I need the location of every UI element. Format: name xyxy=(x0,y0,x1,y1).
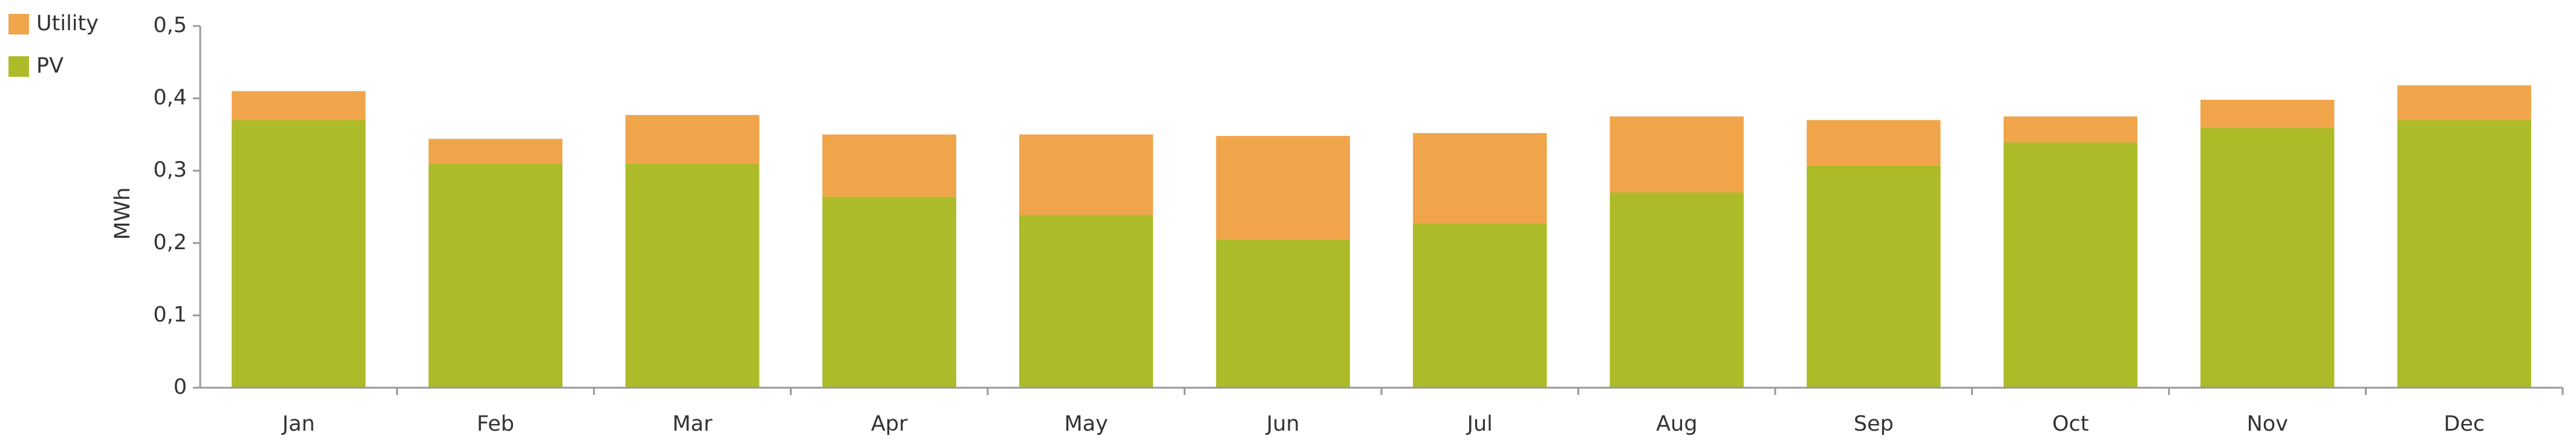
x-tick-label: Apr xyxy=(871,412,908,436)
bar-segment xyxy=(2397,85,2531,120)
bar-segment xyxy=(1807,165,1941,388)
x-tick-label: Aug xyxy=(1656,412,1697,436)
bar-segment xyxy=(2200,99,2335,128)
x-tick-label: Mar xyxy=(673,412,713,436)
legend-swatch xyxy=(8,56,29,77)
x-tick-label: Nov xyxy=(2247,412,2288,436)
bar-segment xyxy=(1609,116,1744,193)
bar-segment xyxy=(428,139,562,164)
bar-segment xyxy=(1019,215,1153,388)
bar-segment xyxy=(1216,135,1350,240)
bar-segment xyxy=(625,163,760,388)
bar-segment xyxy=(232,91,366,120)
bar-segment xyxy=(1609,192,1744,388)
x-tick-label: Jan xyxy=(281,412,315,436)
bar-segment xyxy=(2003,142,2137,388)
y-tick-label: 0 xyxy=(174,375,187,399)
x-tick-label: Feb xyxy=(477,412,514,436)
y-tick-label: 0,5 xyxy=(153,13,187,38)
y-tick-label: 0,2 xyxy=(153,230,187,255)
bar-segment xyxy=(2003,116,2137,143)
y-axis-title: MWh xyxy=(111,188,135,240)
bar-segment xyxy=(1413,223,1547,388)
x-tick-label: Sep xyxy=(1854,412,1894,436)
legend-swatch xyxy=(8,14,29,34)
bar-segment xyxy=(625,115,760,164)
bar-segment xyxy=(822,134,956,197)
x-tick-label: May xyxy=(1065,412,1108,436)
bar-segment xyxy=(428,163,562,388)
bar-segment xyxy=(232,120,366,388)
x-tick-label: Jul xyxy=(1466,412,1493,436)
bar-segment xyxy=(1019,134,1153,215)
y-tick-label: 0,1 xyxy=(153,302,187,327)
x-tick-label: Dec xyxy=(2444,412,2485,436)
x-tick-label: Jun xyxy=(1265,412,1300,436)
y-tick-label: 0,3 xyxy=(153,158,187,182)
bar-segment xyxy=(1413,133,1547,224)
bar-segment xyxy=(2200,128,2335,388)
legend-label: PV xyxy=(36,54,64,78)
legend-label: Utility xyxy=(36,11,99,36)
x-tick-label: Oct xyxy=(2052,412,2089,436)
bar-segment xyxy=(822,197,956,388)
bar-segment xyxy=(2397,120,2531,388)
y-tick-label: 0,4 xyxy=(153,86,187,110)
bar-segment xyxy=(1807,120,1941,166)
bar-segment xyxy=(1216,239,1350,388)
